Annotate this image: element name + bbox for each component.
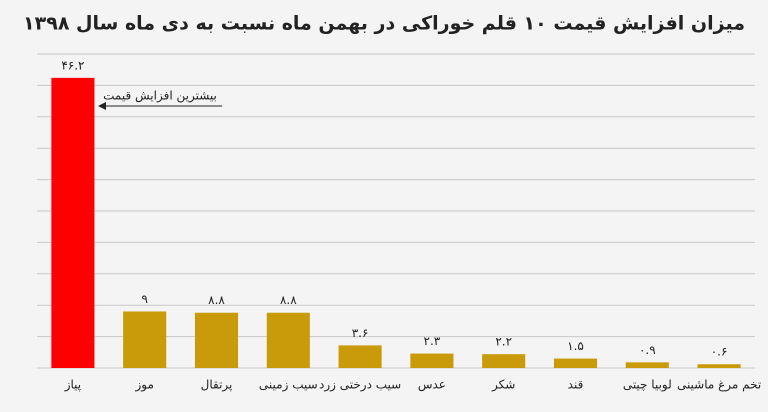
data-label: ۹ (141, 292, 147, 306)
bar (338, 345, 382, 368)
bar (625, 362, 669, 368)
bar (51, 77, 95, 368)
data-label: ۰.۹ (639, 343, 656, 357)
arrow-head (98, 102, 106, 110)
x-tick-label: سیب درختی زرد (319, 378, 401, 393)
bar (266, 312, 310, 368)
data-label: ۱.۵ (567, 339, 584, 353)
x-tick-label: تخم مرغ ماشینی (677, 378, 761, 393)
chart-title: میزان افزایش قیمت ۱۰ قلم خوراکی در بهمن … (23, 13, 745, 35)
x-tick-label: لوبیا چیتی (623, 378, 672, 393)
bar (553, 358, 598, 368)
x-tick-label: عدس (418, 378, 446, 393)
bar (123, 311, 167, 368)
data-label: ۲.۲ (495, 335, 512, 349)
data-label: ۲.۳ (424, 334, 441, 348)
data-label: ۰.۶ (711, 345, 728, 359)
data-label: ۳.۶ (352, 326, 369, 340)
data-label: ۸.۸ (208, 293, 225, 307)
x-tick-label: موز (134, 378, 153, 393)
bar (194, 312, 239, 368)
x-tick-label: سیب زمینی (259, 378, 318, 393)
x-tick-label: پرتقال (201, 378, 233, 393)
x-tick-label: شکر (491, 378, 515, 393)
x-tick-label: پیاز (64, 378, 81, 393)
data-label: ۸.۸ (280, 293, 297, 307)
x-tick-label: قند (568, 378, 584, 392)
annotation: بیشترین افزایش قیمت (103, 89, 217, 104)
bar (410, 353, 454, 368)
bar (482, 354, 526, 368)
bar (697, 364, 741, 368)
data-label: ۴۶.۲ (61, 58, 84, 72)
